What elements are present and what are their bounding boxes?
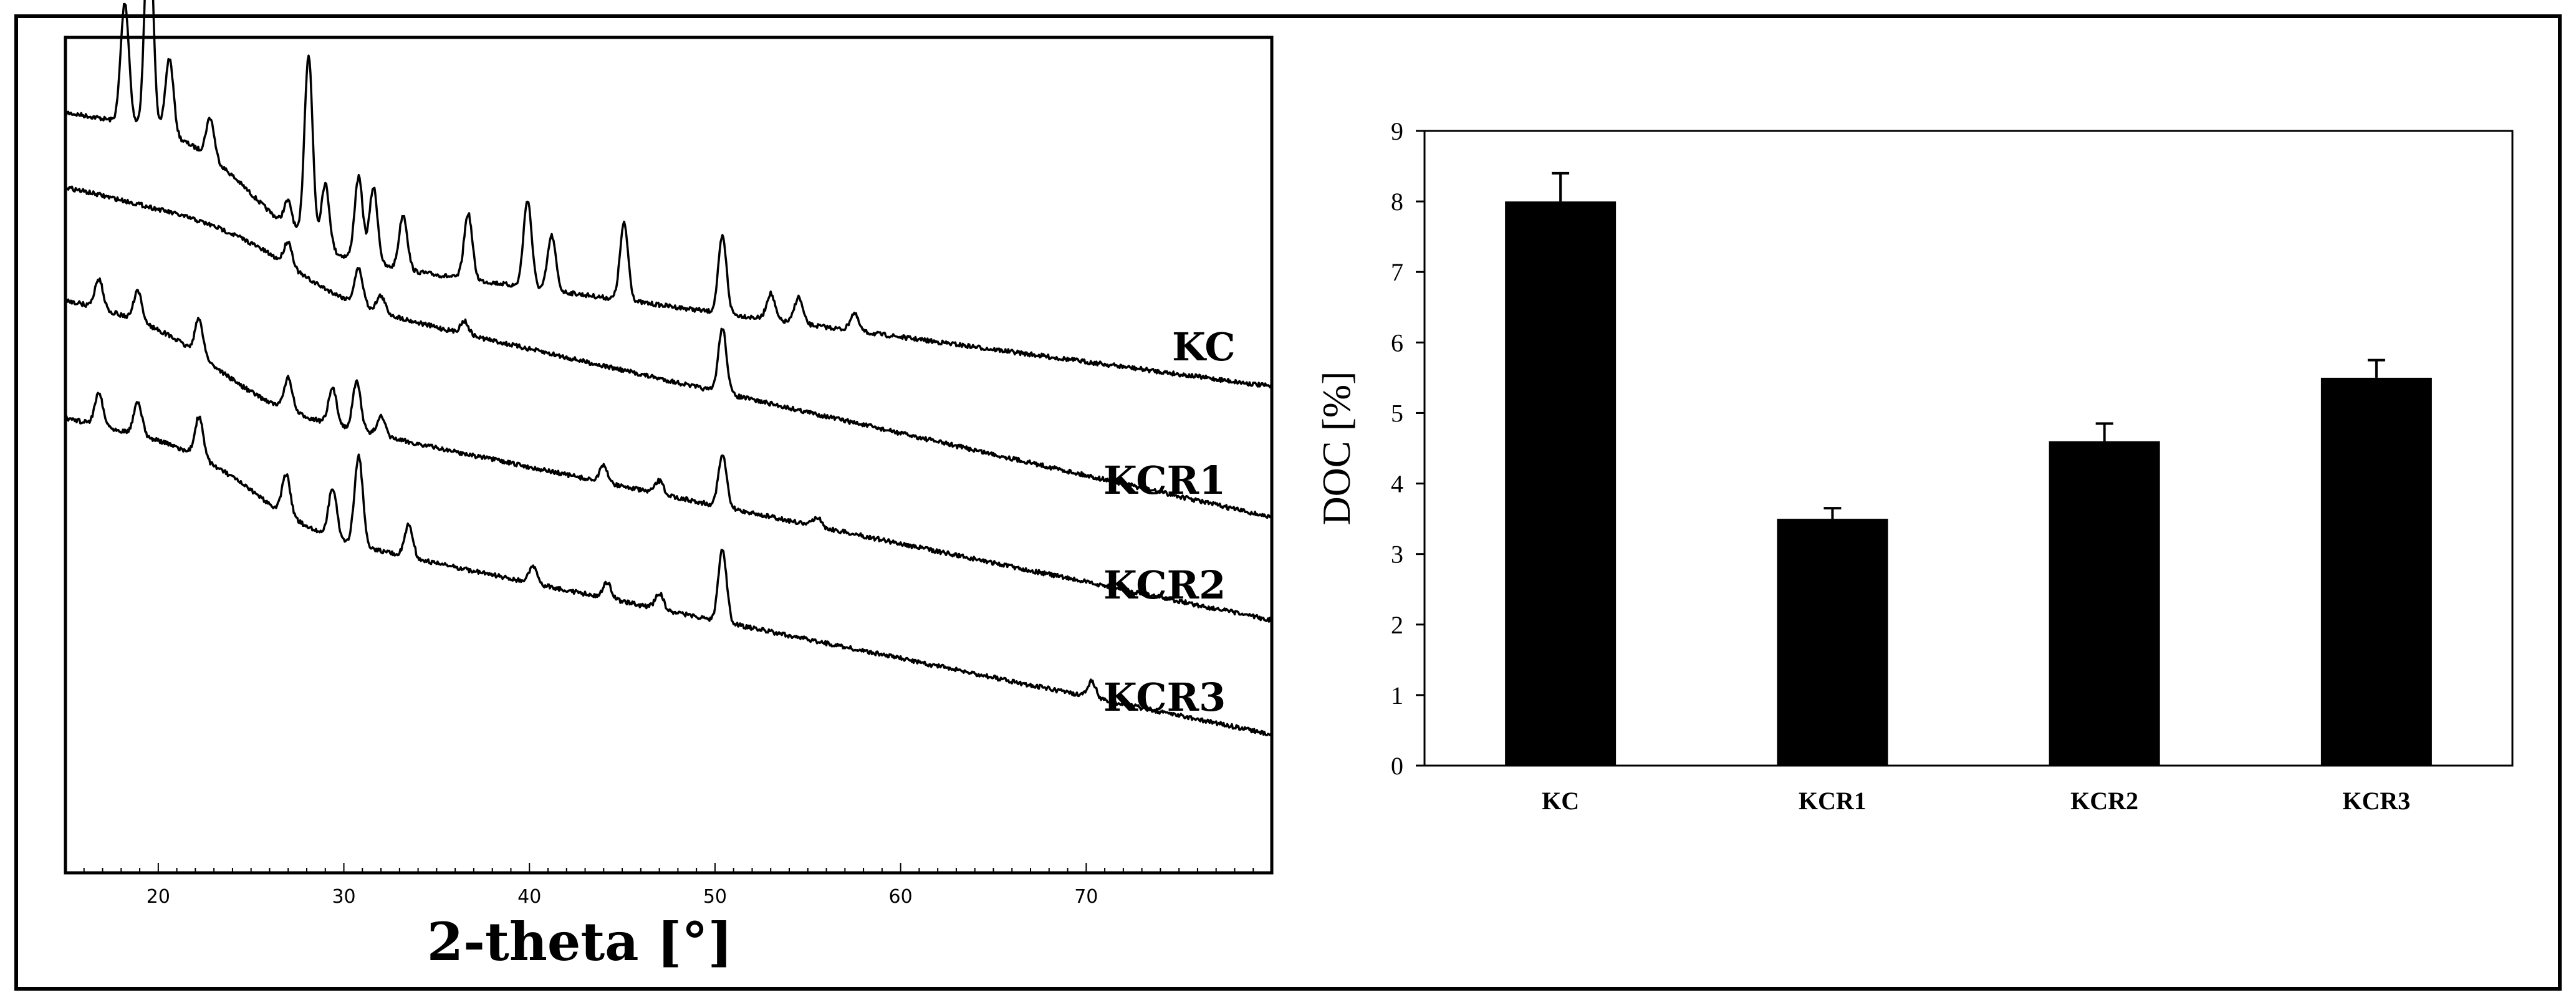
bar-kcr2: [2049, 441, 2160, 766]
xrd-series-line-kcr2: [64, 277, 1272, 623]
bar-plot-frame: [1423, 130, 2514, 767]
bar-kcr1: [1777, 519, 1888, 766]
bar-y-tick-label: 9: [1391, 117, 1403, 145]
bar-y-tick-label: 5: [1391, 399, 1403, 427]
xrd-series-label-kcr3: KCR3: [1103, 675, 1226, 720]
xrd-series-line-kc: [64, 0, 1273, 388]
xrd-x-tick-label: 60: [889, 886, 913, 908]
outer-border: [14, 14, 2562, 991]
bar-category-label-kc: KC: [1542, 787, 1579, 815]
xrd-chart: 20 30 40 50 60 70 KC KCR1 KCR2 KCR3 2-theta [°]: [64, 0, 1274, 973]
bar-kc: [1505, 201, 1617, 766]
xrd-x-tick-label: 30: [332, 886, 355, 908]
doc-bar-chart: 0 1 2 3 4 5 6 7 8 9 KC KCR1 KCR2 KCR3 DOC [%]: [1314, 117, 2514, 815]
xrd-series-line-kcr1: [65, 185, 1272, 519]
bar-y-tick-label: 8: [1391, 188, 1403, 216]
bar-category-label-kcr1: KCR1: [1799, 787, 1867, 815]
xrd-plot-frame: [64, 36, 1274, 875]
bar-category-label-kcr2: KCR2: [2070, 787, 2138, 815]
bar-y-tick-label: 4: [1391, 470, 1403, 498]
bar-y-tick-label: 0: [1391, 752, 1403, 780]
xrd-series-line-kcr3: [64, 392, 1273, 737]
bar-kcr3: [2320, 377, 2432, 766]
xrd-x-ticks: 20 30 40 50 60 70: [65, 863, 1272, 908]
bar-y-tick-label: 7: [1391, 258, 1403, 286]
xrd-series-label-kcr1: KCR1: [1103, 458, 1226, 503]
bar-y-tick-label: 1: [1391, 681, 1403, 709]
xrd-x-tick-label: 70: [1074, 886, 1098, 908]
xrd-x-tick-label: 50: [703, 886, 727, 908]
xrd-x-tick-label: 40: [517, 886, 541, 908]
bar-y-tick-label: 3: [1391, 541, 1403, 569]
bar-y-tick-label: 6: [1391, 329, 1403, 357]
bar-category-labels: KC KCR1 KCR2 KCR3: [1542, 787, 2410, 815]
bar-y-tick-label: 2: [1391, 611, 1403, 639]
bar-y-ticks: 0 1 2 3 4 5 6 7 8 9: [1391, 117, 1425, 780]
xrd-x-axis-title: 2-theta [°]: [427, 911, 733, 973]
bar-y-axis-title: DOC [%]: [1314, 371, 1358, 525]
bar-category-label-kcr3: KCR3: [2342, 787, 2410, 815]
xrd-series-label-kc: KC: [1172, 324, 1236, 370]
xrd-x-tick-label: 20: [147, 886, 170, 908]
xrd-series-label-kcr2: KCR2: [1103, 562, 1226, 608]
bar-marks: [1505, 171, 2432, 766]
xrd-series-labels: KC KCR1 KCR2 KCR3: [1103, 324, 1236, 720]
xrd-curves: [64, 0, 1273, 737]
